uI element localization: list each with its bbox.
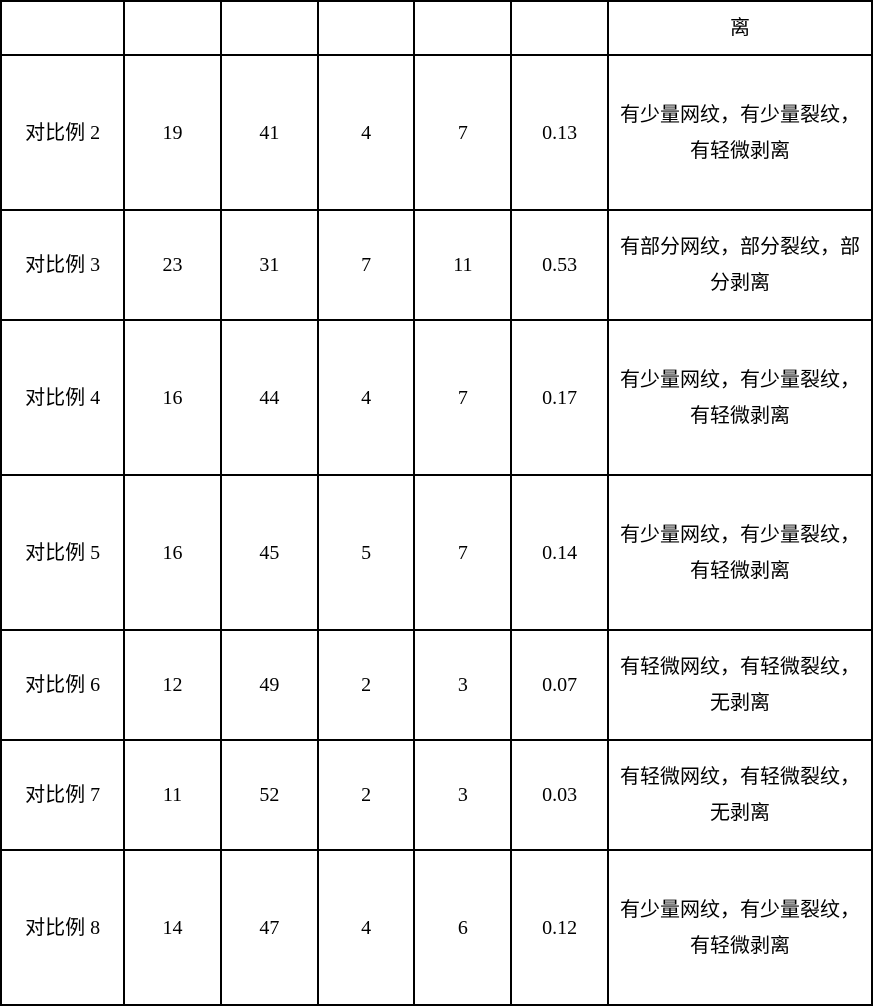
- cell-value: 3: [414, 740, 511, 850]
- cell-label: 对比例 6: [1, 630, 124, 740]
- cell-description: 有少量网纹，有少量裂纹，有轻微剥离: [608, 850, 872, 1005]
- cell-label: 对比例 2: [1, 55, 124, 210]
- cell-value: 0.07: [511, 630, 608, 740]
- cell-value: 0.17: [511, 320, 608, 475]
- cell-value: 16: [124, 475, 221, 630]
- cell-value: [124, 1, 221, 55]
- cell-value: 49: [221, 630, 318, 740]
- cell-value: 11: [124, 740, 221, 850]
- cell-value: 0.13: [511, 55, 608, 210]
- cell-value: [414, 1, 511, 55]
- table-row: 对比例 4 16 44 4 7 0.17 有少量网纹，有少量裂纹，有轻微剥离: [1, 320, 872, 475]
- cell-value: 5: [318, 475, 415, 630]
- cell-value: 7: [414, 55, 511, 210]
- cell-value: 0.53: [511, 210, 608, 320]
- cell-value: 4: [318, 850, 415, 1005]
- cell-value: 45: [221, 475, 318, 630]
- cell-description: 有轻微网纹，有轻微裂纹，无剥离: [608, 630, 872, 740]
- cell-value: 44: [221, 320, 318, 475]
- cell-value: 7: [414, 475, 511, 630]
- cell-description: 有部分网纹，部分裂纹，部分剥离: [608, 210, 872, 320]
- cell-value: 6: [414, 850, 511, 1005]
- table-row: 对比例 7 11 52 2 3 0.03 有轻微网纹，有轻微裂纹，无剥离: [1, 740, 872, 850]
- cell-value: 52: [221, 740, 318, 850]
- data-table: 离 对比例 2 19 41 4 7 0.13 有少量网纹，有少量裂纹，有轻微剥离…: [0, 0, 873, 1006]
- cell-value: 2: [318, 740, 415, 850]
- cell-label: 对比例 7: [1, 740, 124, 850]
- table-body: 离 对比例 2 19 41 4 7 0.13 有少量网纹，有少量裂纹，有轻微剥离…: [1, 1, 872, 1005]
- cell-label: 对比例 4: [1, 320, 124, 475]
- cell-label: 对比例 5: [1, 475, 124, 630]
- cell-value: 47: [221, 850, 318, 1005]
- cell-description: 有少量网纹，有少量裂纹，有轻微剥离: [608, 55, 872, 210]
- cell-value: 7: [318, 210, 415, 320]
- cell-value: [511, 1, 608, 55]
- cell-value: [221, 1, 318, 55]
- table-row: 对比例 5 16 45 5 7 0.14 有少量网纹，有少量裂纹，有轻微剥离: [1, 475, 872, 630]
- cell-value: 23: [124, 210, 221, 320]
- cell-value: 4: [318, 320, 415, 475]
- table-row: 对比例 2 19 41 4 7 0.13 有少量网纹，有少量裂纹，有轻微剥离: [1, 55, 872, 210]
- cell-value: 31: [221, 210, 318, 320]
- cell-value: 0.12: [511, 850, 608, 1005]
- cell-value: 41: [221, 55, 318, 210]
- cell-value: 3: [414, 630, 511, 740]
- cell-value: 12: [124, 630, 221, 740]
- cell-value: 0.14: [511, 475, 608, 630]
- cell-value: 16: [124, 320, 221, 475]
- cell-label: 对比例 8: [1, 850, 124, 1005]
- cell-description: 有少量网纹，有少量裂纹，有轻微剥离: [608, 475, 872, 630]
- cell-description: 有少量网纹，有少量裂纹，有轻微剥离: [608, 320, 872, 475]
- cell-label: [1, 1, 124, 55]
- cell-value: 0.03: [511, 740, 608, 850]
- cell-value: 4: [318, 55, 415, 210]
- table-row: 对比例 3 23 31 7 11 0.53 有部分网纹，部分裂纹，部分剥离: [1, 210, 872, 320]
- cell-value: 14: [124, 850, 221, 1005]
- cell-description: 有轻微网纹，有轻微裂纹，无剥离: [608, 740, 872, 850]
- cell-value: 11: [414, 210, 511, 320]
- cell-description: 离: [608, 1, 872, 55]
- cell-value: [318, 1, 415, 55]
- cell-value: 7: [414, 320, 511, 475]
- cell-label: 对比例 3: [1, 210, 124, 320]
- table-row: 对比例 8 14 47 4 6 0.12 有少量网纹，有少量裂纹，有轻微剥离: [1, 850, 872, 1005]
- cell-value: 2: [318, 630, 415, 740]
- table-row: 对比例 6 12 49 2 3 0.07 有轻微网纹，有轻微裂纹，无剥离: [1, 630, 872, 740]
- table-row: 离: [1, 1, 872, 55]
- cell-value: 19: [124, 55, 221, 210]
